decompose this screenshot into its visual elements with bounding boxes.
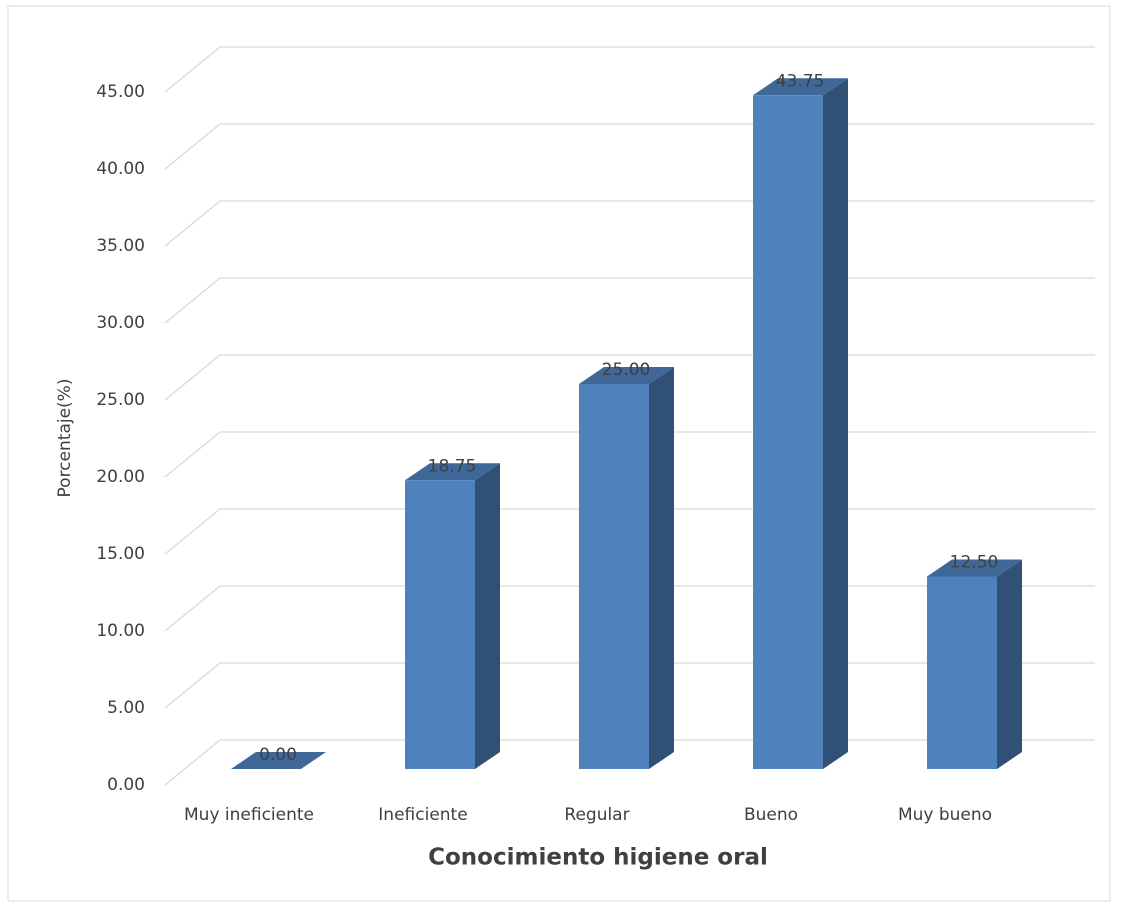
- bar: [753, 95, 823, 769]
- bar-top: [231, 752, 326, 769]
- bar-side: [649, 367, 674, 769]
- x-tick-label: Regular: [564, 805, 629, 825]
- value-label: 0.00: [259, 745, 297, 765]
- bar-top: [927, 559, 1022, 577]
- bar-top: [405, 463, 500, 481]
- y-tick-label: 20.00: [96, 467, 145, 487]
- bar-top: [753, 78, 848, 96]
- bar-side: [475, 463, 500, 769]
- y-tick-label: 10.00: [96, 621, 145, 641]
- bar: [579, 384, 649, 769]
- value-label: 25.00: [602, 360, 651, 380]
- value-label: 43.75: [776, 71, 825, 91]
- y-tick-label: 30.00: [96, 313, 145, 333]
- y-axis-title: Porcentaje(%): [55, 379, 75, 498]
- y-tick-label: 35.00: [96, 236, 145, 256]
- x-tick-label: Ineficiente: [378, 805, 467, 825]
- x-tick-label: Bueno: [744, 805, 798, 825]
- bar-side: [823, 78, 848, 769]
- grid-line: [164, 46, 1095, 93]
- y-tick-label: 25.00: [96, 390, 145, 410]
- y-tick-label: 15.00: [96, 544, 145, 564]
- bar: [927, 576, 997, 769]
- y-tick-label: 5.00: [107, 698, 145, 718]
- y-tick-label: 0.00: [107, 775, 145, 795]
- chart-frame: [7, 5, 1111, 902]
- x-tick-label: Muy bueno: [898, 805, 992, 825]
- value-label: 18.75: [428, 456, 477, 476]
- bar: [405, 480, 475, 769]
- y-tick-label: 40.00: [96, 159, 145, 179]
- x-axis-title: Conocimiento higiene oral: [428, 845, 768, 871]
- x-tick-label: Muy ineficiente: [184, 805, 314, 825]
- bar-side: [997, 559, 1022, 769]
- value-label: 12.50: [950, 553, 999, 573]
- bar-top: [579, 367, 674, 384]
- y-tick-label: 45.00: [96, 82, 145, 102]
